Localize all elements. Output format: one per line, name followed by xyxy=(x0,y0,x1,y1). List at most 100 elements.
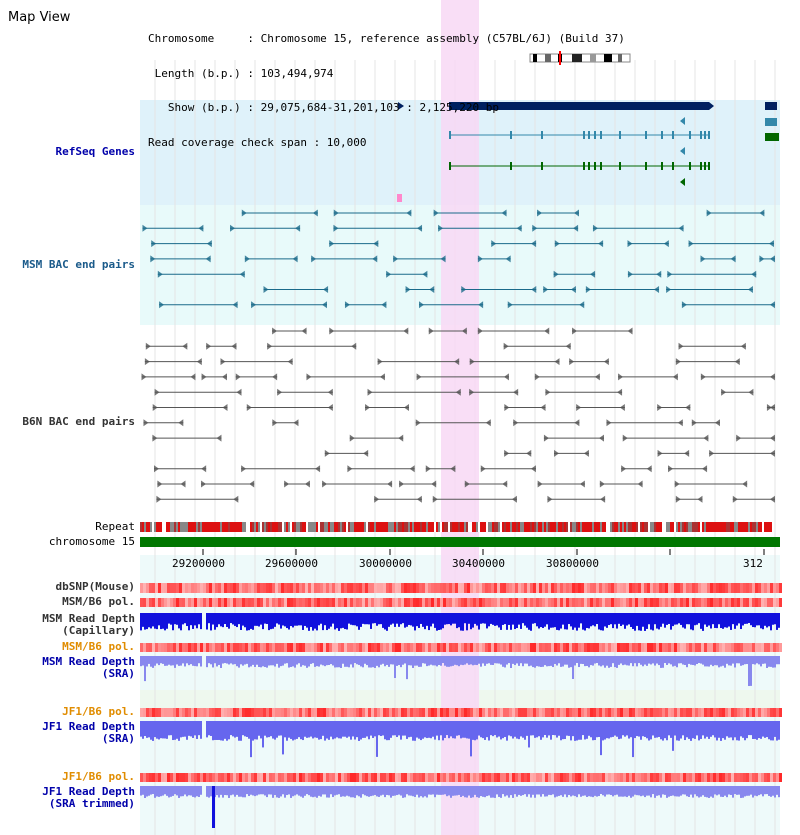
jf1-sra-depth-bar xyxy=(310,721,312,737)
msm-capillary-depth-bar xyxy=(568,613,570,625)
jf1-sra-depth-bar xyxy=(400,721,402,740)
b6n-bac-end xyxy=(569,358,575,366)
jf1-pol2-density xyxy=(362,773,365,782)
msm-capillary-depth-bar xyxy=(302,613,304,630)
jf1-pol-density xyxy=(233,708,236,717)
jf1-trimmed-depth-bar xyxy=(412,786,414,797)
msm-capillary-depth-bar xyxy=(592,613,594,626)
jf1-sra-depth-bar xyxy=(602,721,604,741)
ideogram-band xyxy=(533,54,537,62)
jf1-sra-depth-bar xyxy=(526,721,528,736)
jf1-trimmed-depth-bar xyxy=(646,786,648,796)
jf1-sra-depth-bar xyxy=(598,721,600,738)
msm-pol-density xyxy=(629,598,632,607)
jf1-trimmed-depth-bar xyxy=(772,786,774,796)
jf1-pol2-density xyxy=(701,773,704,782)
jf1-sra-depth-bar xyxy=(146,721,148,738)
repeat-segment xyxy=(428,522,430,532)
msm-pol-density xyxy=(230,598,233,607)
gene-exon xyxy=(708,162,710,170)
jf1-pol2-density xyxy=(299,773,302,782)
msm-sra-depth-bar xyxy=(674,656,676,666)
jf1-trimmed-depth-bar xyxy=(190,786,192,796)
jf1-pol2-density xyxy=(290,773,293,782)
label-msm-bac-end-pairs[interactable]: MSM BAC end pairs xyxy=(22,258,135,271)
label-jf1-depth-trimmed[interactable]: JF1 Read Depth (SRA trimmed) xyxy=(42,786,135,810)
jf1-sra-depth-bar xyxy=(356,721,358,738)
dbsnp-density xyxy=(632,583,635,593)
msm-sra-pol-density xyxy=(239,643,242,652)
label-msm-depth-capillary[interactable]: MSM Read Depth (Capillary) xyxy=(42,613,135,637)
jf1-pol-density xyxy=(353,708,356,717)
jf1-pol2-density xyxy=(236,773,239,782)
jf1-pol2-density xyxy=(476,773,479,782)
jf1-pol-density xyxy=(272,708,275,717)
jf1-sra-depth-bar xyxy=(662,721,664,741)
dbsnp-density xyxy=(317,583,320,593)
jf1-sra-depth-bar xyxy=(494,721,496,736)
label-refseq-genes[interactable]: RefSeq Genes xyxy=(55,145,135,158)
dbsnp-density xyxy=(596,583,599,593)
dbsnp-density xyxy=(434,583,437,593)
msm-capillary-depth-bar xyxy=(258,613,260,627)
label-msm-b6-pol[interactable]: MSM/B6 pol. xyxy=(62,595,135,608)
msm-sra-depth-bar xyxy=(396,656,398,666)
label-jf1-depth-sra[interactable]: JF1 Read Depth (SRA) xyxy=(42,721,135,745)
msm-bac-end xyxy=(151,240,157,248)
label-b6n-bac-end-pairs[interactable]: B6N BAC end pairs xyxy=(22,415,135,428)
repeat-segment xyxy=(644,522,646,532)
label-msm-depth-sra[interactable]: MSM Read Depth (SRA) xyxy=(42,656,135,680)
jf1-pol2-density xyxy=(332,773,335,782)
label-jf1-b6-pol-2[interactable]: JF1/B6 pol. xyxy=(62,770,135,783)
jf1-sra-depth-bar xyxy=(464,721,466,738)
jf1-sra-depth-bar xyxy=(760,721,762,739)
msm-sra-pol-density xyxy=(641,643,644,652)
jf1-pol2-density xyxy=(443,773,446,782)
jf1-pol2-density xyxy=(605,773,608,782)
jf1-trimmed-depth-bar xyxy=(716,786,718,796)
msm-sra-pol-density xyxy=(209,643,212,652)
jf1-pol-density xyxy=(302,708,305,717)
msm-bac-end xyxy=(759,255,765,263)
msm-bac-end xyxy=(381,301,387,309)
msm-pol-density xyxy=(299,598,302,607)
b6n-bac-end xyxy=(545,388,551,396)
jf1-pol-density xyxy=(680,708,683,717)
jf1-trimmed-depth-bar xyxy=(210,786,212,797)
jf1-sra-depth-bar xyxy=(236,721,238,737)
jf1-pol-density xyxy=(575,708,578,717)
msm-bac-end xyxy=(654,286,660,293)
label-jf1-b6-pol[interactable]: JF1/B6 pol. xyxy=(62,705,135,718)
jf1-pol-density xyxy=(578,708,581,717)
dbsnp-density xyxy=(386,583,389,593)
jf1-pol2-density xyxy=(410,773,413,782)
gene-exon xyxy=(672,162,674,170)
repeat-segment xyxy=(700,522,702,532)
label-repeat: Repeat xyxy=(95,520,135,533)
jf1-trimmed-depth-bar xyxy=(504,786,506,797)
jf1-sra-depth-bar xyxy=(288,721,290,738)
msm-capillary-depth-bar xyxy=(490,613,492,624)
msm-sra-pol-density xyxy=(602,643,605,652)
msm-sra-pol-density xyxy=(407,643,410,652)
jf1-sra-depth-bar xyxy=(156,721,158,739)
repeat-segment xyxy=(310,522,312,532)
msm-capillary-depth-bar xyxy=(298,613,300,626)
repeat-segment xyxy=(600,522,602,532)
msm-capillary-depth-bar xyxy=(278,613,280,625)
msm-capillary-depth-bar xyxy=(704,613,706,625)
jf1-trimmed-depth-bar xyxy=(354,786,356,798)
jf1-pol-density xyxy=(656,708,659,717)
b6n-bac-end xyxy=(241,465,247,473)
jf1-pol-density xyxy=(221,708,224,717)
jf1-sra-depth-bar xyxy=(608,721,610,739)
msm-sra-depth-bar xyxy=(228,656,230,665)
label-dbsnp[interactable]: dbSNP(Mouse) xyxy=(55,580,135,593)
b6n-bac-end xyxy=(748,388,754,396)
msm-sra-pol-density xyxy=(314,643,317,652)
msm-sra-pol-density xyxy=(566,643,569,652)
label-msm-b6-pol-sra[interactable]: MSM/B6 pol. xyxy=(62,640,135,653)
jf1-trimmed-depth-bar xyxy=(474,786,476,795)
msm-sra-pol-density xyxy=(146,643,149,652)
b6n-bac-end xyxy=(685,404,691,411)
